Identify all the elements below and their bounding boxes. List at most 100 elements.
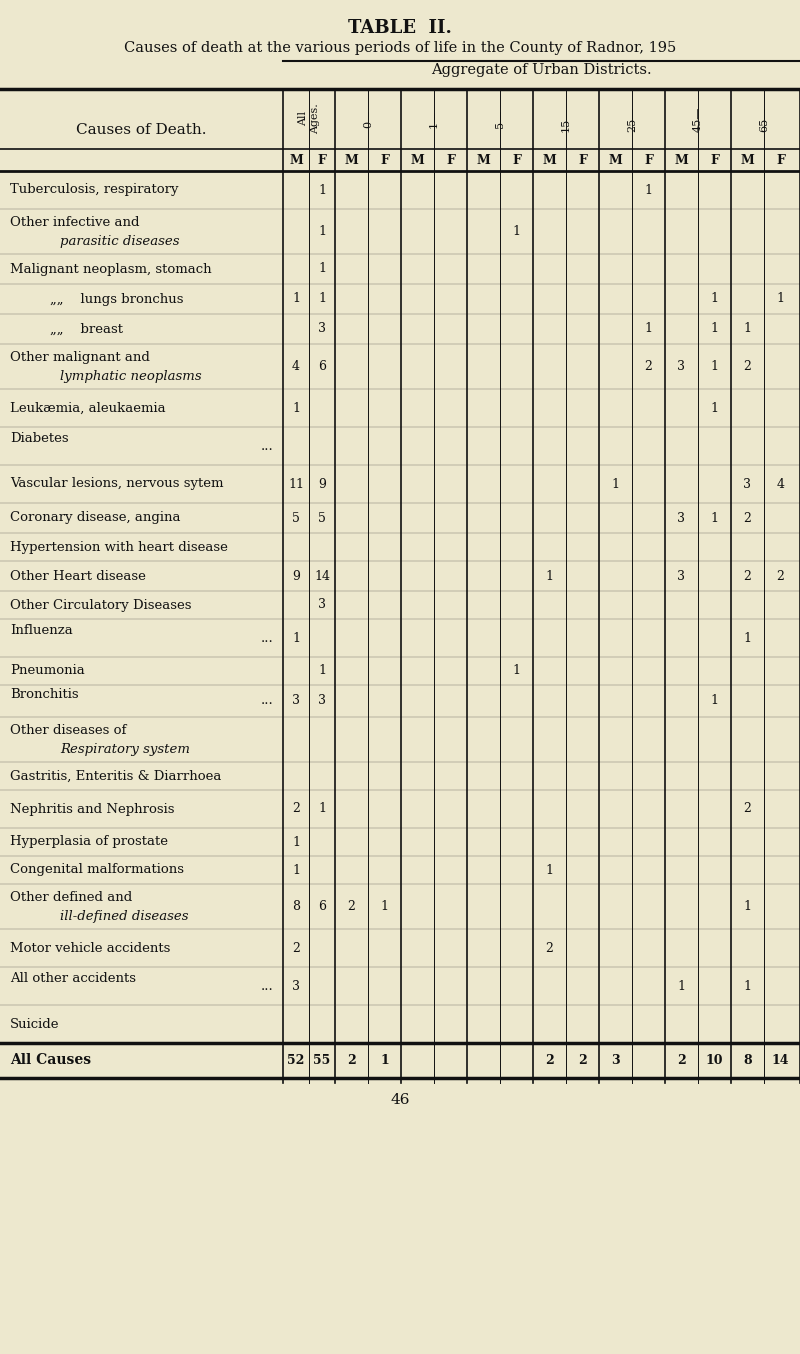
Text: 1: 1 [292,864,300,876]
Text: 2: 2 [347,1053,356,1067]
Text: 1: 1 [318,803,326,815]
Text: M: M [542,153,556,167]
Text: 14: 14 [772,1053,790,1067]
Text: 1: 1 [380,1053,389,1067]
Text: 1: 1 [710,402,718,414]
Text: 5: 5 [292,512,300,524]
Text: ...: ... [260,979,273,992]
Text: 1: 1 [678,979,686,992]
Text: F: F [380,153,389,167]
Text: 1: 1 [381,900,389,913]
Text: Other infective and: Other infective and [10,217,139,229]
Text: 1: 1 [710,512,718,524]
Text: Tuberculosis, respiratory: Tuberculosis, respiratory [10,184,178,196]
Text: 3: 3 [318,598,326,612]
Text: 1: 1 [710,695,718,708]
Text: 3: 3 [611,1053,620,1067]
Text: 5: 5 [318,512,326,524]
Text: 45—: 45— [693,107,703,131]
Text: Congenital malformations: Congenital malformations [10,864,184,876]
Text: 52: 52 [287,1053,305,1067]
Text: 4: 4 [777,478,785,490]
Text: M: M [674,153,688,167]
Text: 15—: 15— [561,107,571,131]
Text: Hypertension with heart disease: Hypertension with heart disease [10,540,228,554]
Text: 2: 2 [743,570,751,582]
Text: M: M [289,153,303,167]
Text: 1: 1 [743,322,751,336]
Text: 1: 1 [743,900,751,913]
Text: lymphatic neoplasms: lymphatic neoplasms [60,370,202,383]
Text: Other malignant and: Other malignant and [10,351,150,364]
Text: ill-defined diseases: ill-defined diseases [60,910,189,923]
Text: Pneumonia: Pneumonia [10,665,85,677]
Text: 1: 1 [743,979,751,992]
Text: All
Ages.: All Ages. [298,104,320,134]
Text: 2: 2 [743,512,751,524]
Text: F: F [644,153,653,167]
Text: 14: 14 [314,570,330,582]
Text: M: M [345,153,358,167]
Text: F: F [710,153,719,167]
Text: F: F [578,153,587,167]
Text: Suicide: Suicide [10,1017,59,1030]
Text: 1: 1 [546,864,554,876]
Text: 9: 9 [292,570,300,582]
Text: Diabetes: Diabetes [10,432,69,445]
Text: 1—: 1— [429,110,439,129]
Text: 1: 1 [292,292,300,306]
Text: 1: 1 [318,225,326,238]
Text: 65—: 65— [759,107,769,131]
Text: M: M [609,153,622,167]
Text: Leukæmia, aleukaemia: Leukæmia, aleukaemia [10,402,166,414]
Text: Gastritis, Enteritis & Diarrhoea: Gastritis, Enteritis & Diarrhoea [10,769,222,783]
Text: 1: 1 [318,292,326,306]
Text: 3: 3 [678,570,686,582]
Text: 1: 1 [743,631,751,645]
Text: 2: 2 [545,1053,554,1067]
Text: Other defined and: Other defined and [10,891,132,904]
Text: „„    lungs bronchus: „„ lungs bronchus [50,292,183,306]
Text: 46: 46 [390,1093,410,1108]
Text: Vascular lesions, nervous sytem: Vascular lesions, nervous sytem [10,478,223,490]
Text: 1: 1 [318,263,326,275]
Text: 2: 2 [292,941,300,955]
Text: 5—: 5— [495,110,505,129]
Text: 8: 8 [292,900,300,913]
Text: 1: 1 [513,665,521,677]
Text: M: M [741,153,754,167]
Text: 1: 1 [645,184,653,196]
Text: Nephritis and Nephrosis: Nephritis and Nephrosis [10,803,174,815]
Text: F: F [776,153,785,167]
Text: F: F [512,153,521,167]
Text: Other diseases of: Other diseases of [10,724,126,737]
Text: Other Circulatory Diseases: Other Circulatory Diseases [10,598,191,612]
Text: Bronchitis: Bronchitis [10,688,78,701]
Text: Other Heart disease: Other Heart disease [10,570,146,582]
Text: Malignant neoplasm, stomach: Malignant neoplasm, stomach [10,263,212,275]
Text: ...: ... [260,631,273,645]
Text: TABLE  II.: TABLE II. [348,19,452,37]
Text: 2: 2 [777,570,785,582]
Text: 3: 3 [318,695,326,708]
Text: 3: 3 [318,322,326,336]
Text: Respiratory system: Respiratory system [60,743,190,756]
Text: 1: 1 [318,665,326,677]
Text: Influenza: Influenza [10,624,73,636]
Text: Coronary disease, angina: Coronary disease, angina [10,512,181,524]
Text: 1: 1 [318,184,326,196]
Text: 10: 10 [706,1053,723,1067]
Text: Aggregate of Urban Districts.: Aggregate of Urban Districts. [431,64,652,77]
Text: Hyperplasia of prostate: Hyperplasia of prostate [10,835,168,849]
Text: M: M [477,153,490,167]
Text: 2: 2 [292,803,300,815]
Text: 2: 2 [347,900,355,913]
Text: Causes of Death.: Causes of Death. [76,123,206,137]
Text: 3: 3 [678,512,686,524]
Text: 1: 1 [292,402,300,414]
Text: 2: 2 [645,360,653,372]
Text: F: F [446,153,455,167]
Text: 3: 3 [678,360,686,372]
Text: 11: 11 [288,478,304,490]
Text: 2: 2 [546,941,554,955]
